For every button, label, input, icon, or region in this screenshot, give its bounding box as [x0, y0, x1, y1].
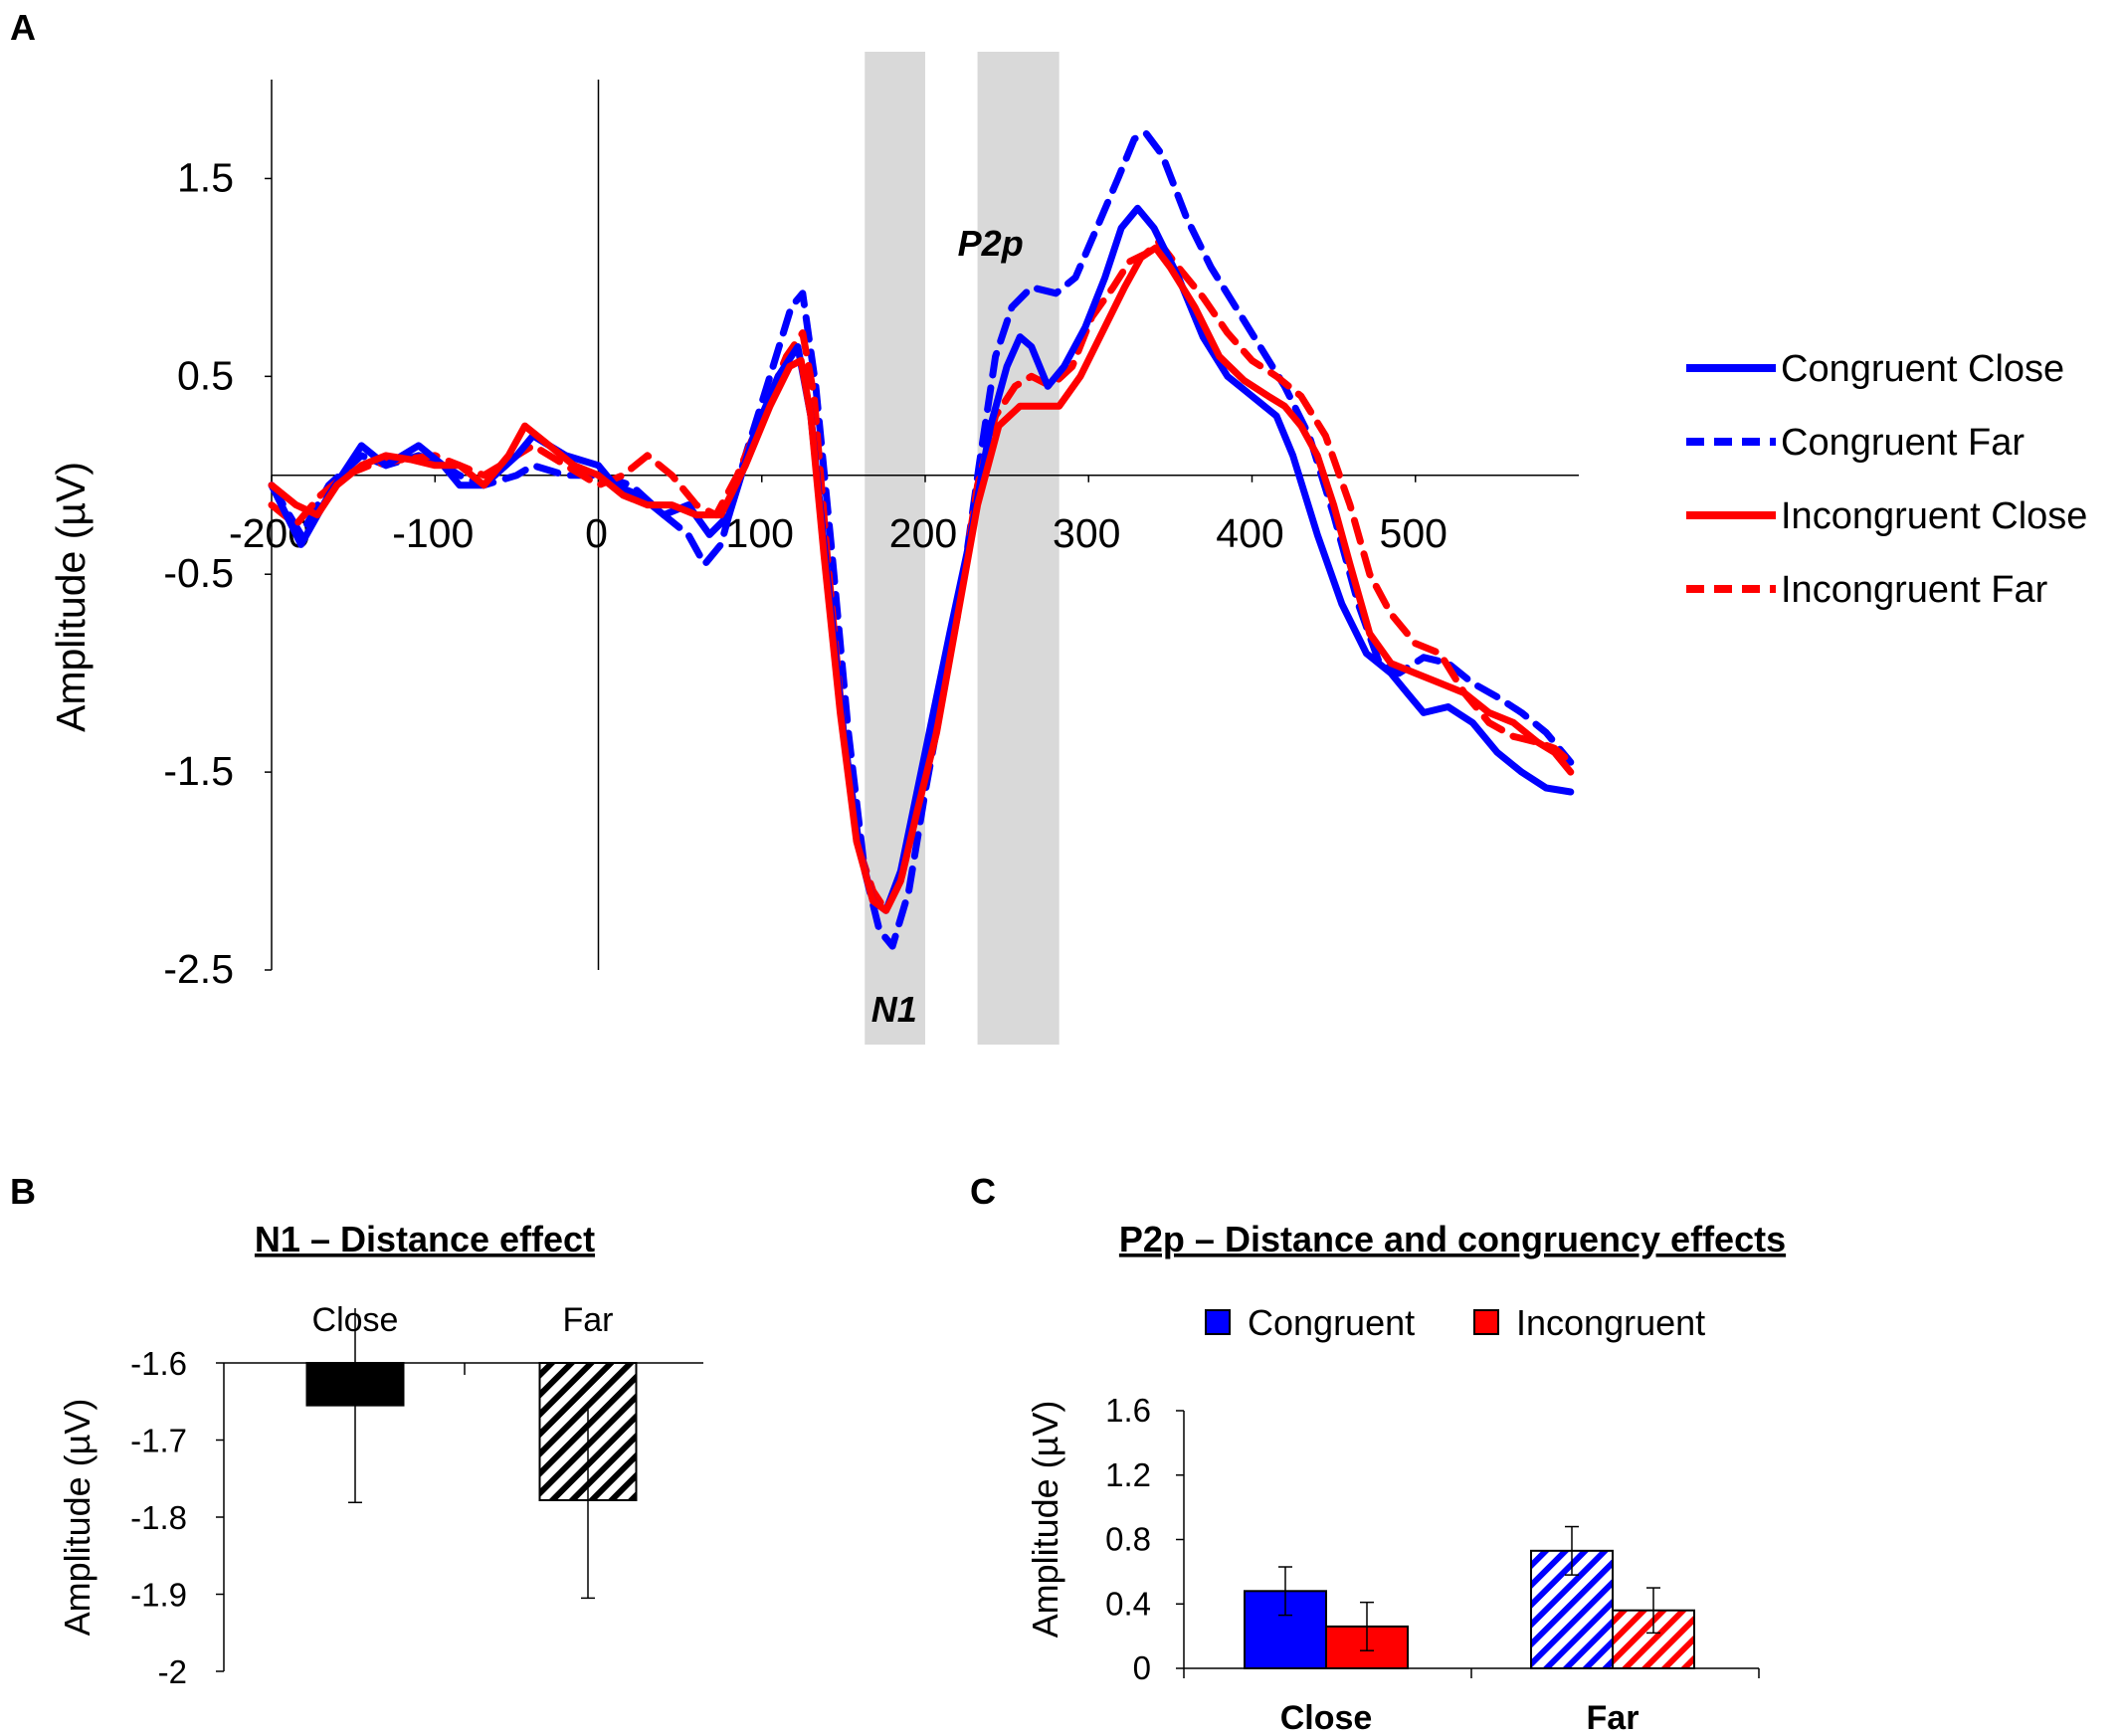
c-category-label-far: Far: [1587, 1699, 1640, 1736]
legend-label-incongruent-close: Incongruent Close: [1781, 495, 2087, 537]
b-category-label-far: Far: [563, 1301, 614, 1339]
shade-window-p2p: [977, 52, 1060, 1045]
panel-label-a: A: [10, 7, 36, 48]
a-y-tick-label: 1.5: [177, 154, 234, 200]
panel-a-erp-chart: 1.50.5-0.5-1.5-2.5-200 -100 0 100 200 300 400 5…: [48, 52, 2087, 1045]
c-y-tick-label: 0: [1133, 1649, 1151, 1686]
b-y-tick-label: -1.7: [130, 1423, 187, 1459]
a-shaded-windows: [865, 52, 1060, 1045]
b-y-tick-label: -1.9: [130, 1577, 187, 1614]
c-tick-labels: 0 0.4 0.8 1.2 1.6: [1105, 1392, 1184, 1686]
annotation-n1: N1: [871, 989, 917, 1030]
a-x-tick-label: 0: [585, 510, 608, 556]
a-y-tick-label: -1.5: [163, 748, 234, 794]
c-legend-label-congruent: Congruent: [1248, 1302, 1415, 1343]
panel-label-b: B: [10, 1171, 36, 1212]
b-chart-title: N1 – Distance effect: [255, 1219, 595, 1259]
a-x-tick-label: -100: [392, 510, 474, 556]
c-legend-swatch-congruent: [1205, 1309, 1231, 1335]
b-tick-labels: -1.6 -1.7 -1.8 -1.9 -2: [130, 1345, 224, 1690]
a-y-tick-label: -0.5: [163, 550, 234, 596]
panel-label-c: C: [970, 1171, 996, 1212]
annotation-p2p: P2p: [958, 223, 1024, 264]
c-bars: [1244, 1525, 1695, 1670]
a-tick-labels: 1.50.5-0.5-1.5-2.5-200 -100 0 100 200 300 400 5…: [163, 154, 1447, 992]
b-category-labels: Close Far: [312, 1301, 614, 1339]
a-y-tick-label: -2.5: [163, 946, 234, 992]
c-legend: Congruent Incongruent: [1205, 1302, 1705, 1343]
c-y-tick-label: 1.2: [1105, 1456, 1151, 1493]
panel-c-p2p-bar-chart: P2p – Distance and congruency effects Co…: [1025, 1219, 1786, 1736]
series-line-incongruent-close: [268, 244, 1575, 914]
a-x-tick-label: 500: [1380, 510, 1447, 556]
b-y-tick-label: -1.6: [130, 1345, 187, 1382]
c-y-tick-label: 1.6: [1105, 1392, 1151, 1429]
b-y-tick-label: -2: [158, 1653, 187, 1690]
c-category-labels: Close Far: [1280, 1699, 1640, 1736]
c-category-label-close: Close: [1280, 1699, 1373, 1736]
c-legend-swatch-incongruent: [1473, 1309, 1499, 1335]
legend-label-congruent-close: Congruent Close: [1781, 348, 2064, 390]
c-y-axis-title: Amplitude (µV): [1025, 1401, 1065, 1639]
b-bars: [305, 1307, 638, 1600]
a-y-tick-label: 0.5: [177, 352, 234, 398]
panel-b-n1-bar-chart: N1 – Distance effect Close Far -1.6-1.7-1…: [57, 1219, 703, 1690]
c-y-tick-label: 0.8: [1105, 1521, 1151, 1558]
a-x-tick-label: 100: [726, 510, 794, 556]
a-x-tick-label: 200: [889, 510, 957, 556]
a-x-tick-label: 300: [1053, 510, 1120, 556]
a-y-axis-title: Amplitude (µV): [48, 462, 94, 732]
b-y-tick-label: -1.8: [130, 1499, 187, 1536]
c-legend-label-incongruent: Incongruent: [1516, 1302, 1705, 1343]
legend-label-incongruent-far: Incongruent Far: [1781, 569, 2048, 611]
c-y-tick-label: 0.4: [1105, 1585, 1151, 1622]
c-chart-title: P2p – Distance and congruency effects: [1119, 1219, 1786, 1259]
a-annotations: P2p N1: [871, 223, 1024, 1030]
b-y-axis-title: Amplitude (µV): [57, 1399, 97, 1637]
legend-label-congruent-far: Congruent Far: [1781, 422, 2025, 464]
a-series-lines: [268, 129, 1575, 950]
a-legend: Congruent Close Congruent Far Incongruent …: [1686, 348, 2087, 611]
a-x-tick-label: 400: [1216, 510, 1283, 556]
